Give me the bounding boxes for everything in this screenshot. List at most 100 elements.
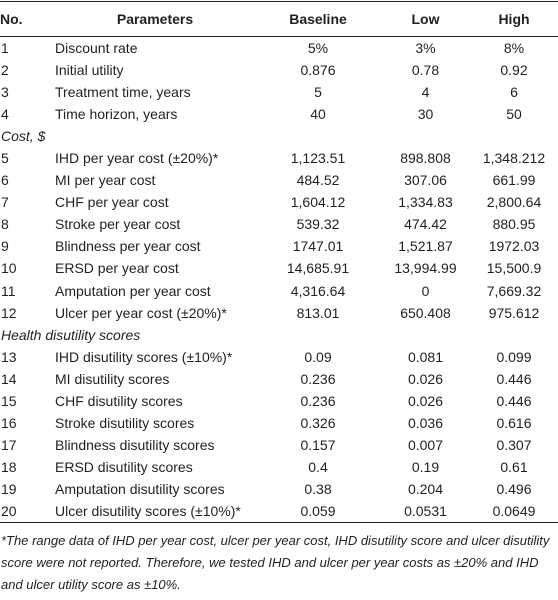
table-cell: 0.616 xyxy=(496,415,532,432)
table-cell: 0.236 xyxy=(300,393,336,410)
table-cell: Ulcer per year cost (±20%)* xyxy=(55,304,227,321)
table-cell: 0.026 xyxy=(407,393,444,410)
table-cell: 1,604.12 xyxy=(290,194,346,211)
table-cell: Ulcer disutility scores (±10%)* xyxy=(55,503,241,520)
table-cell: 40 xyxy=(310,105,326,122)
table-cell: 14 xyxy=(1,370,17,387)
table-cell: 0.61 xyxy=(500,459,528,476)
table-cell: 17 xyxy=(1,437,17,454)
table-row: 11 Amputation per year cost 4,316.64 0 7,669… xyxy=(0,280,558,302)
table-cell: 12 xyxy=(1,304,17,321)
table-cell: 0.099 xyxy=(496,348,532,365)
table-cell: CHF per year cost xyxy=(55,194,169,211)
table-row: 16 Stroke disutility scores 0.326 0.036 0.61… xyxy=(0,412,558,434)
table-cell: 5 xyxy=(1,150,9,167)
table-row: Health disutility scores xyxy=(0,324,558,346)
section-label: Health disutility scores xyxy=(1,326,141,343)
table-cell: 13,994.99 xyxy=(394,260,457,277)
table-cell: 1747.01 xyxy=(292,238,344,255)
table-cell: 0.4 xyxy=(308,459,328,476)
column-header: Parameters xyxy=(116,11,194,27)
table-cell: 0.92 xyxy=(500,61,528,78)
table-cell: 0.236 xyxy=(300,370,336,387)
table-cell: 539.32 xyxy=(296,216,340,233)
table-cell: 15 xyxy=(1,393,17,410)
table-cell: 30 xyxy=(417,105,434,122)
column-header: Low xyxy=(411,11,440,27)
table-cell: Blindness disutility scores xyxy=(55,437,215,454)
table-cell: Amputation disutility scores xyxy=(55,481,225,498)
table-cell: 0.326 xyxy=(300,415,336,432)
table-row: 10 ERSD per year cost 14,685.91 13,994.99 15… xyxy=(0,257,558,279)
column-header: No. xyxy=(0,11,23,27)
table-cell: 650.408 xyxy=(400,304,451,321)
table-row: 5 IHD per year cost (±20%)* 1,123.51 898.80… xyxy=(0,147,558,169)
table-cell: 0.496 xyxy=(496,481,532,498)
table-row: Cost, $ xyxy=(0,125,558,147)
table-cell: 0.059 xyxy=(300,503,336,520)
table-cell: 10 xyxy=(1,260,17,277)
table-cell: 1,521.87 xyxy=(398,238,453,255)
table-cell: 0 xyxy=(421,282,430,299)
table-row: 12 Ulcer per year cost (±20%)* 813.01 650.4… xyxy=(0,302,558,324)
table-row: 7 CHF per year cost 1,604.12 1,334.83 2,800.… xyxy=(0,191,558,213)
table-row: 9 Blindness per year cost 1747.01 1,521.87 1… xyxy=(0,235,558,257)
table-cell: 16 xyxy=(1,415,17,432)
table-cell: 11 xyxy=(1,282,16,299)
table-cell: Time horizon, years xyxy=(55,105,178,122)
table-cell: 4 xyxy=(1,105,9,122)
table-cell: IHD per year cost (±20%)* xyxy=(55,150,219,167)
table-cell: 307.06 xyxy=(404,172,447,189)
table-row: 17 Blindness disutility scores 0.157 0.007 0… xyxy=(0,434,558,456)
table-cell: 880.95 xyxy=(492,216,536,233)
table-cell: Initial utility xyxy=(55,61,124,78)
table-cell: 20 xyxy=(1,503,17,520)
table-cell: 6 xyxy=(510,83,518,100)
table-cell: 474.42 xyxy=(404,216,447,233)
table-row: 19 Amputation disutility scores 0.38 0.204 0… xyxy=(0,478,558,500)
table-header: No. Parameters Baseline Low High xyxy=(0,1,558,37)
table-cell: Blindness per year cost xyxy=(55,238,201,255)
table-cell: IHD disutility scores (±10%)* xyxy=(55,348,233,365)
table-cell: 661.99 xyxy=(492,172,536,189)
table-row: 13 IHD disutility scores (±10%)* 0.09 0.081… xyxy=(0,346,558,368)
table-cell: 0.0649 xyxy=(492,503,536,520)
table-cell: 19 xyxy=(1,481,17,498)
table-row: 15 CHF disutility scores 0.236 0.026 0.446 xyxy=(0,390,558,412)
table-row: 8 Stroke per year cost 539.32 474.42 880.95 xyxy=(0,213,558,235)
table-cell: 15,500.9 xyxy=(486,260,542,277)
table-row: 6 MI per year cost 484.52 307.06 661.99 xyxy=(0,169,558,191)
table-cell: 14,685.91 xyxy=(286,260,350,277)
table-cell: 1972.03 xyxy=(488,238,540,255)
table-cell: 975.612 xyxy=(488,304,540,321)
table-cell: 5% xyxy=(307,39,329,56)
table-body: 1 Discount rate 5% 3% 8% 2 Initial utility 0.87… xyxy=(0,37,558,523)
table-cell: MI per year cost xyxy=(55,172,156,189)
table-cell: 0.007 xyxy=(407,437,444,454)
column-header: Baseline xyxy=(289,11,347,27)
table-cell: 50 xyxy=(506,105,522,122)
table-cell: CHF disutility scores xyxy=(55,393,183,410)
table-row: 14 MI disutility scores 0.236 0.026 0.446 xyxy=(0,368,558,390)
table-cell: 0.876 xyxy=(300,61,336,78)
header-row: No. Parameters Baseline Low High xyxy=(0,1,558,37)
table-cell: 0.78 xyxy=(411,61,440,78)
table-cell: 2,800.64 xyxy=(486,194,542,211)
table-cell: 1,348.212 xyxy=(482,150,546,167)
table-cell: 9 xyxy=(1,238,9,255)
table-cell: 7 xyxy=(1,194,9,211)
parameter-table: No. Parameters Baseline Low High 1 Discount r… xyxy=(0,1,558,523)
table-cell: 1,334.83 xyxy=(398,194,453,211)
table-cell: 0.446 xyxy=(496,370,532,387)
table-cell: 0.081 xyxy=(407,348,444,365)
table-cell: Stroke disutility scores xyxy=(55,415,195,432)
table-cell: 13 xyxy=(1,348,17,365)
table-cell: 1 xyxy=(1,39,9,56)
table-cell: 898.808 xyxy=(400,150,451,167)
table-cell: 0.0531 xyxy=(404,503,447,520)
footnote: *The range data of IHD per year cost, ul… xyxy=(1,533,550,593)
table-cell: 813.01 xyxy=(296,304,340,321)
table-cell: 2 xyxy=(1,61,9,78)
table-cell: ERSD disutility scores xyxy=(55,459,193,476)
table-cell: 3% xyxy=(415,39,436,56)
